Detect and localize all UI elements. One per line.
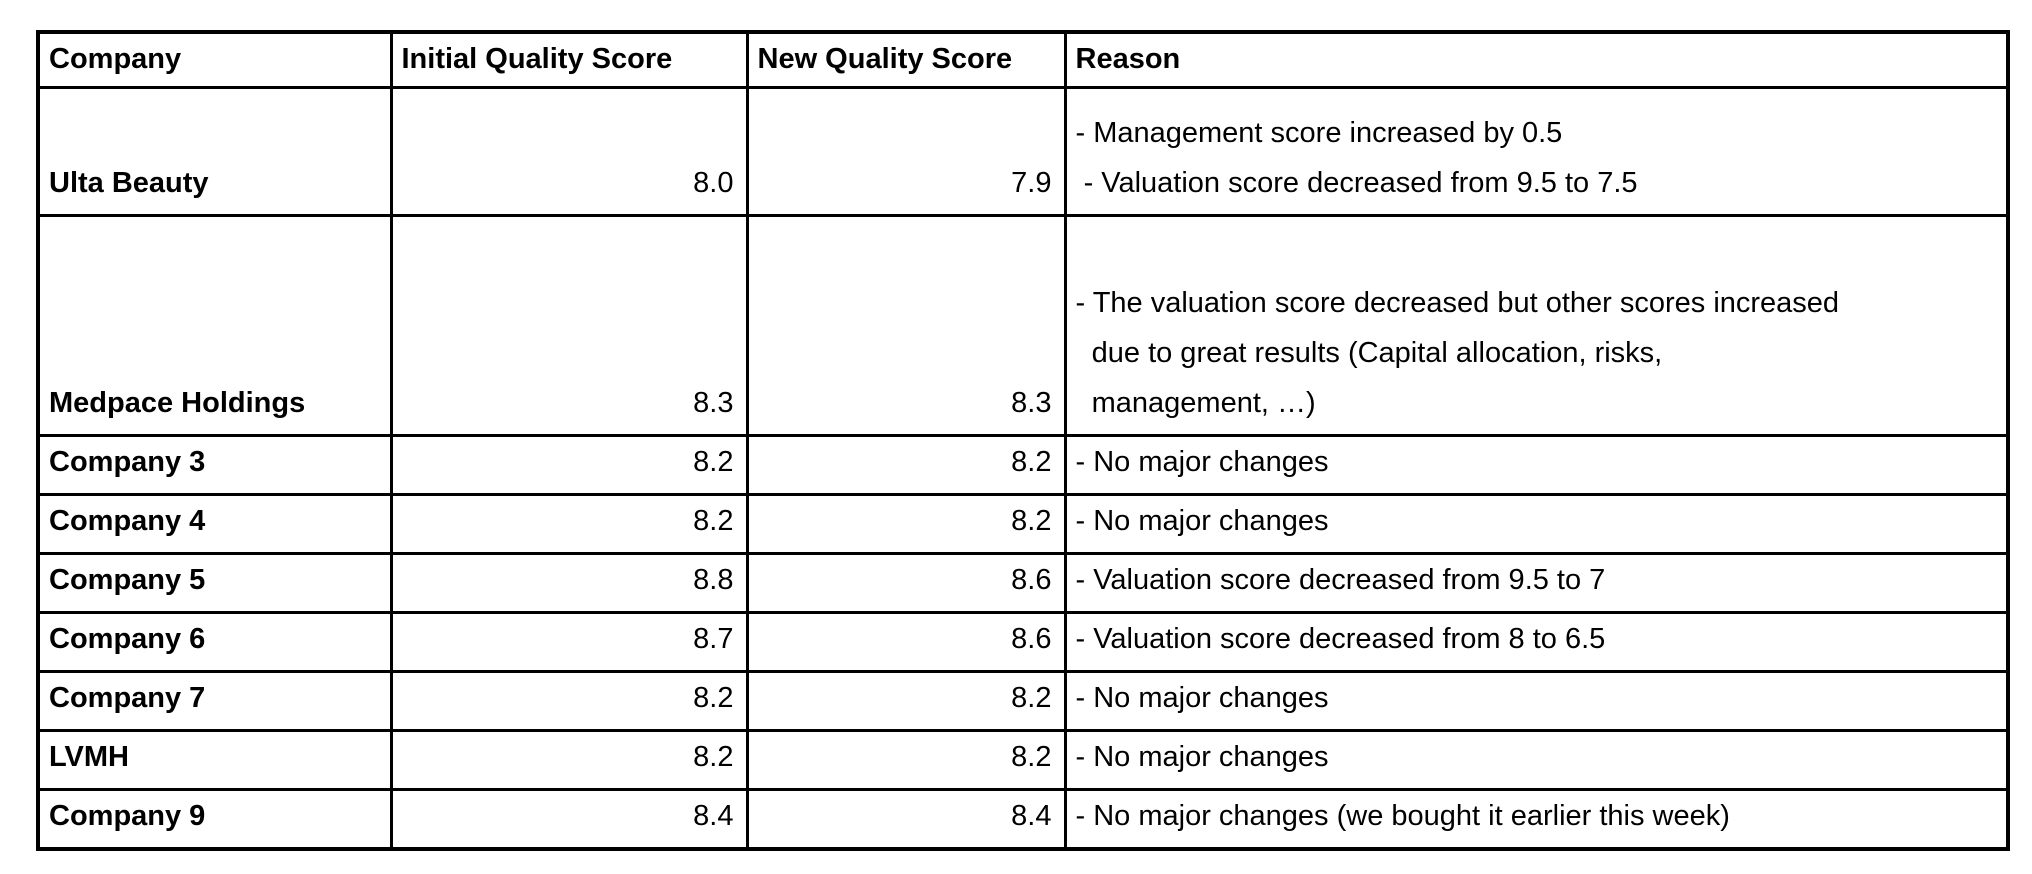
- column-header-initial-quality-score: Initial Quality Score: [389, 30, 749, 89]
- reason-cell: - No major changes: [1063, 434, 2010, 496]
- reason-cell: - No major changes: [1063, 493, 2010, 555]
- company-cell: Company 7: [36, 670, 393, 732]
- table-row: Medpace Holdings 8.3 8.3 - The valuation…: [36, 214, 2010, 437]
- company-cell: Company 4: [36, 493, 393, 555]
- company-cell: Ulta Beauty: [36, 86, 393, 217]
- initial-score-cell: 8.2: [389, 434, 749, 496]
- table-row: Company 9 8.4 8.4 - No major changes (we…: [36, 788, 2010, 851]
- initial-score-cell: 8.2: [389, 729, 749, 791]
- new-score-cell: 8.6: [745, 611, 1067, 673]
- initial-score-cell: 8.8: [389, 552, 749, 614]
- table-row: Company 4 8.2 8.2 - No major changes: [36, 493, 2010, 555]
- company-cell: Company 5: [36, 552, 393, 614]
- reason-cell: - The valuation score decreased but othe…: [1063, 214, 2010, 437]
- reason-cell: - Valuation score decreased from 9.5 to …: [1063, 552, 2010, 614]
- column-header-new-quality-score: New Quality Score: [745, 30, 1067, 89]
- column-header-reason: Reason: [1063, 30, 2010, 89]
- table-header-row: Company Initial Quality Score New Qualit…: [36, 30, 2010, 89]
- new-score-cell: 8.2: [745, 670, 1067, 732]
- reason-cell: - Management score increased by 0.5 - Va…: [1063, 86, 2010, 217]
- initial-score-cell: 8.7: [389, 611, 749, 673]
- initial-score-cell: 8.4: [389, 788, 749, 851]
- new-score-cell: 8.2: [745, 729, 1067, 791]
- reason-cell: - No major changes (we bought it earlier…: [1063, 788, 2010, 851]
- table-row: Company 5 8.8 8.6 - Valuation score decr…: [36, 552, 2010, 614]
- initial-score-cell: 8.0: [389, 86, 749, 217]
- new-score-cell: 8.6: [745, 552, 1067, 614]
- quality-score-table: Company Initial Quality Score New Qualit…: [36, 30, 2010, 851]
- table-row: Company 7 8.2 8.2 - No major changes: [36, 670, 2010, 732]
- table-row: Ulta Beauty 8.0 7.9 - Management score i…: [36, 86, 2010, 217]
- company-cell: Company 3: [36, 434, 393, 496]
- table-row: Company 3 8.2 8.2 - No major changes: [36, 434, 2010, 496]
- company-cell: LVMH: [36, 729, 393, 791]
- column-header-company: Company: [36, 30, 393, 89]
- company-cell: Company 6: [36, 611, 393, 673]
- initial-score-cell: 8.2: [389, 670, 749, 732]
- reason-cell: - Valuation score decreased from 8 to 6.…: [1063, 611, 2010, 673]
- table-row: Company 6 8.7 8.6 - Valuation score decr…: [36, 611, 2010, 673]
- reason-cell: - No major changes: [1063, 670, 2010, 732]
- table-row: LVMH 8.2 8.2 - No major changes: [36, 729, 2010, 791]
- company-cell: Medpace Holdings: [36, 214, 393, 437]
- initial-score-cell: 8.3: [389, 214, 749, 437]
- new-score-cell: 8.2: [745, 434, 1067, 496]
- initial-score-cell: 8.2: [389, 493, 749, 555]
- new-score-cell: 8.3: [745, 214, 1067, 437]
- new-score-cell: 8.2: [745, 493, 1067, 555]
- new-score-cell: 8.4: [745, 788, 1067, 851]
- new-score-cell: 7.9: [745, 86, 1067, 217]
- company-cell: Company 9: [36, 788, 393, 851]
- reason-cell: - No major changes: [1063, 729, 2010, 791]
